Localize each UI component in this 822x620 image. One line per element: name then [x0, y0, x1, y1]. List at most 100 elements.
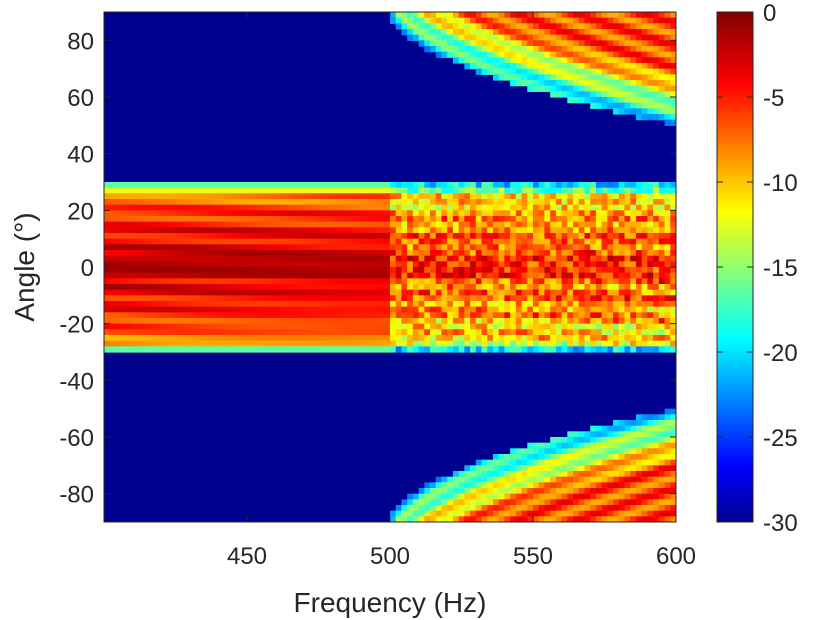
heatmap-cell	[287, 340, 294, 347]
heatmap-cell	[252, 301, 260, 308]
heatmap-cell	[138, 250, 145, 257]
heatmap-cell	[132, 227, 139, 234]
heatmap-cell	[418, 204, 425, 211]
heatmap-cell	[332, 233, 340, 240]
heatmap-cell	[578, 46, 586, 53]
heatmap-cell	[492, 250, 500, 257]
heatmap-cell	[149, 267, 157, 274]
heatmap-cell	[470, 284, 477, 291]
heatmap-cell	[470, 318, 477, 325]
heatmap-cell	[567, 187, 574, 194]
heatmap-cell	[487, 199, 494, 206]
heatmap-cell	[435, 221, 443, 228]
heatmap-cell	[247, 187, 254, 194]
heatmap-cell	[372, 301, 380, 308]
heatmap-cell	[384, 295, 391, 302]
heatmap-cell	[670, 301, 676, 308]
heatmap-cell	[670, 63, 676, 70]
heatmap-cell	[584, 488, 591, 495]
heatmap-cell	[584, 29, 591, 36]
heatmap-cell	[126, 233, 134, 240]
heatmap-cell	[161, 261, 168, 268]
heatmap-cell	[555, 284, 563, 291]
heatmap-cell	[590, 323, 597, 330]
heatmap-cell	[630, 187, 637, 194]
heatmap-cell	[201, 261, 208, 268]
heatmap-cell	[126, 340, 134, 347]
heatmap-cell	[492, 17, 500, 24]
heatmap-cell	[595, 221, 603, 228]
heatmap-cell	[390, 261, 397, 268]
heatmap-cell	[647, 465, 654, 472]
heatmap-cell	[653, 510, 660, 517]
heatmap-cell	[269, 238, 277, 245]
heatmap-cell	[590, 193, 597, 200]
heatmap-cell	[109, 244, 117, 251]
heatmap-cell	[269, 329, 277, 336]
heatmap-cell	[390, 272, 397, 279]
heatmap-cell	[218, 199, 225, 206]
heatmap-cell	[510, 335, 517, 342]
heatmap-cell	[424, 323, 431, 330]
heatmap-cell	[527, 29, 534, 36]
heatmap-cell	[595, 493, 603, 500]
heatmap-cell	[309, 346, 317, 353]
heatmap-cell	[452, 255, 460, 262]
heatmap-cell	[492, 23, 500, 30]
heatmap-cell	[613, 85, 620, 92]
heatmap-cell	[510, 346, 517, 353]
heatmap-cell	[521, 46, 528, 53]
heatmap-cell	[492, 210, 500, 217]
heatmap-cell	[613, 102, 620, 109]
heatmap-cell	[641, 29, 648, 36]
heatmap-cell	[412, 329, 420, 336]
heatmap-cell	[658, 318, 666, 325]
heatmap-cell	[464, 244, 471, 251]
heatmap-cell	[304, 204, 311, 211]
heatmap-cell	[590, 312, 597, 319]
heatmap-cell	[309, 267, 317, 274]
heatmap-cell	[201, 233, 208, 240]
heatmap-cell	[595, 284, 603, 291]
heatmap-cell	[372, 193, 380, 200]
heatmap-cell	[412, 23, 420, 30]
heatmap-cell	[670, 119, 676, 126]
heatmap-cell	[275, 329, 282, 336]
heatmap-cell	[595, 80, 603, 87]
heatmap-cell	[618, 493, 626, 500]
heatmap-cell	[338, 210, 345, 217]
heatmap-cell	[132, 272, 139, 279]
heatmap-cell	[664, 465, 671, 472]
heatmap-cell	[184, 346, 191, 353]
heatmap-cell	[178, 289, 185, 296]
heatmap-cell	[372, 261, 380, 268]
heatmap-cell	[521, 454, 528, 461]
heatmap-cell	[584, 510, 591, 517]
heatmap-cell	[452, 488, 460, 495]
heatmap-cell	[355, 346, 362, 353]
heatmap-cell	[458, 187, 465, 194]
heatmap-cell	[201, 329, 208, 336]
heatmap-cell	[115, 221, 122, 228]
heatmap-cell	[338, 318, 345, 325]
heatmap-cell	[515, 448, 523, 455]
heatmap-cell	[138, 346, 145, 353]
heatmap-cell	[635, 465, 643, 472]
heatmap-cell	[567, 448, 574, 455]
heatmap-cell	[618, 102, 626, 109]
heatmap-cell	[344, 193, 351, 200]
heatmap-cell	[281, 244, 288, 251]
heatmap-cell	[601, 329, 608, 336]
heatmap-cell	[664, 57, 671, 64]
heatmap-cell	[590, 221, 597, 228]
heatmap-cell	[653, 199, 660, 206]
heatmap-cell	[492, 272, 500, 279]
heatmap-cell	[561, 193, 568, 200]
heatmap-cell	[550, 250, 557, 257]
heatmap-cell	[487, 182, 494, 189]
heatmap-cell	[264, 216, 271, 223]
heatmap-cell	[235, 301, 242, 308]
heatmap-cell	[430, 493, 437, 500]
heatmap-cell	[647, 340, 654, 347]
heatmap-cell	[538, 301, 546, 308]
